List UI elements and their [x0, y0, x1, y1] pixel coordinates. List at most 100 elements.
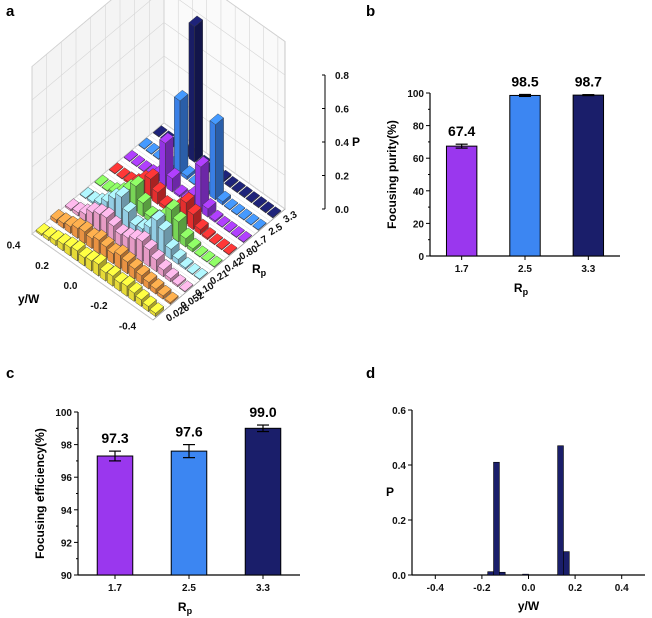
- bar-top-face: [78, 246, 93, 259]
- panel-label-d: d: [366, 365, 375, 382]
- bar3d-1-7-bin-1: [130, 155, 146, 168]
- bar-top-face: [114, 244, 129, 256]
- bar3d-0-10-bin-13: [157, 259, 172, 278]
- bar-top-face: [157, 284, 172, 297]
- bar-top-face: [138, 137, 153, 150]
- y-tick-label: 0.4: [7, 241, 21, 252]
- bar3d-0-21-bin-14: [179, 256, 194, 271]
- bar-top-face: [113, 271, 129, 284]
- bar-top-face: [237, 230, 253, 243]
- bar-top-face: [157, 259, 172, 271]
- x-tick-label: 0.2: [568, 583, 582, 594]
- floor-gridline: [31, 233, 154, 321]
- y-tick-label: 96: [61, 473, 73, 484]
- y-tick-label: 0.4: [392, 461, 406, 472]
- bar-top-face: [179, 227, 195, 240]
- bar-top-face: [116, 167, 131, 179]
- bar3d-0-10-bin-16: [178, 280, 194, 293]
- bar-top-face: [171, 274, 187, 286]
- bar-top-face: [142, 295, 157, 307]
- bar-top-face: [79, 187, 95, 199]
- z-tick-label: 0.4: [335, 138, 349, 149]
- x-axis-label: y/W: [518, 599, 540, 613]
- histogram-bar: [557, 445, 564, 576]
- bar-top-face: [123, 150, 139, 162]
- y-tick-label: 0: [418, 252, 424, 263]
- y-tick-label: 0.6: [392, 406, 406, 417]
- rp-axis-label: Rp: [252, 262, 267, 278]
- y-tick-label: 20: [413, 219, 425, 230]
- x-tick-label: 1.7: [455, 264, 469, 275]
- bar-top-face: [245, 191, 260, 203]
- bar-top-face: [231, 181, 246, 193]
- y-tick-label: 0.0: [392, 571, 406, 582]
- bar3d-0-80-bin-1: [116, 167, 131, 180]
- bar-front-face: [188, 22, 195, 163]
- bar-top-face: [193, 267, 209, 280]
- value-label: 97.3: [101, 430, 128, 446]
- wall-gridline: [31, 55, 286, 168]
- bar-top-face: [137, 160, 153, 172]
- bar-top-face: [151, 181, 167, 193]
- value-label: 99.0: [249, 404, 276, 420]
- bar3d-0-10-bin-14: [164, 267, 180, 283]
- bar3d-3-3-bin-11: [231, 181, 246, 194]
- bar-top-face: [172, 248, 187, 260]
- y-axis-label: P: [386, 485, 394, 499]
- histogram-bar: [563, 551, 570, 576]
- z-axis-label: P: [352, 135, 360, 149]
- y-tick-label: -0.4: [119, 321, 137, 332]
- x-tick-label: 3.3: [256, 583, 270, 594]
- bar-top-face: [209, 113, 224, 125]
- histogram-bar: [493, 461, 500, 576]
- y-tick-label: 40: [413, 187, 425, 198]
- bar-top-face: [71, 217, 87, 229]
- bar-top-face: [230, 225, 245, 238]
- bar3d-0-21-bin-0: [79, 187, 95, 200]
- bar3d-0-80-bin-14: [208, 233, 224, 246]
- bar-top-face: [144, 205, 159, 218]
- bar3d-0-42-bin-0: [94, 174, 109, 187]
- bar3d-3-3-bin-16: [266, 206, 282, 219]
- wall-gridline: [31, 89, 286, 201]
- y-tick-label: 60: [413, 154, 425, 165]
- bar3d-3-3-bin-13: [245, 191, 260, 204]
- bar3d-2-5-bin-1: [145, 142, 160, 155]
- bar3d-1-7-bin-16: [237, 230, 253, 244]
- y-tick-label: 0.2: [35, 261, 49, 272]
- value-label: 98.5: [511, 73, 538, 89]
- x-tick-label: 2.5: [182, 583, 196, 594]
- bar3d-0-42-bin-12: [179, 227, 195, 248]
- bar3d-3-3-bin-5: [188, 15, 204, 163]
- bar3d-0-052-bin-16: [164, 291, 179, 305]
- bar-top-face: [266, 206, 282, 218]
- bar-top-face: [71, 239, 86, 252]
- bar3d-0-10-bin-15: [171, 274, 187, 288]
- bar-top-face: [129, 214, 144, 227]
- bar3d-1-7-bin-14: [223, 220, 238, 234]
- bar3d-0-21-bin-13: [172, 248, 187, 265]
- bar-top-face: [42, 226, 58, 238]
- bar3d-1-7-bin-10: [194, 156, 210, 213]
- bar-top-face: [108, 162, 124, 174]
- bar-top-face: [135, 264, 151, 277]
- x-tick-label: -0.4: [427, 583, 445, 594]
- y-tick-label: 98: [61, 441, 73, 452]
- panel-d-distribution-chart: 0.0 0.2 0.4 0.6 -0.4 -0.2 0.0 0.2 0.4 y/W P: [386, 406, 645, 613]
- bar3d-2-5-bin-0: [138, 137, 153, 150]
- bar-top-face: [93, 229, 108, 241]
- y-tick-label: 0.0: [64, 281, 78, 292]
- bar3d-0-80-bin-13: [201, 227, 216, 241]
- bar3d-0-42-bin-14: [193, 245, 209, 258]
- bar-top-face: [152, 125, 168, 137]
- bar-top-face: [237, 208, 253, 220]
- bar3d-3-3-bin-15: [259, 201, 275, 214]
- bar3d-3-3-bin-14: [252, 196, 268, 209]
- bar-top-face: [173, 89, 189, 102]
- z-tick-label: 0.6: [335, 105, 349, 116]
- panel-label-b: b: [366, 3, 375, 20]
- bar3d-2-5-bin-10: [209, 113, 224, 201]
- bar-top-face: [129, 175, 145, 187]
- bar3d-3-3-bin-10: [224, 175, 239, 189]
- x-axis-label-subscript: p: [523, 287, 529, 297]
